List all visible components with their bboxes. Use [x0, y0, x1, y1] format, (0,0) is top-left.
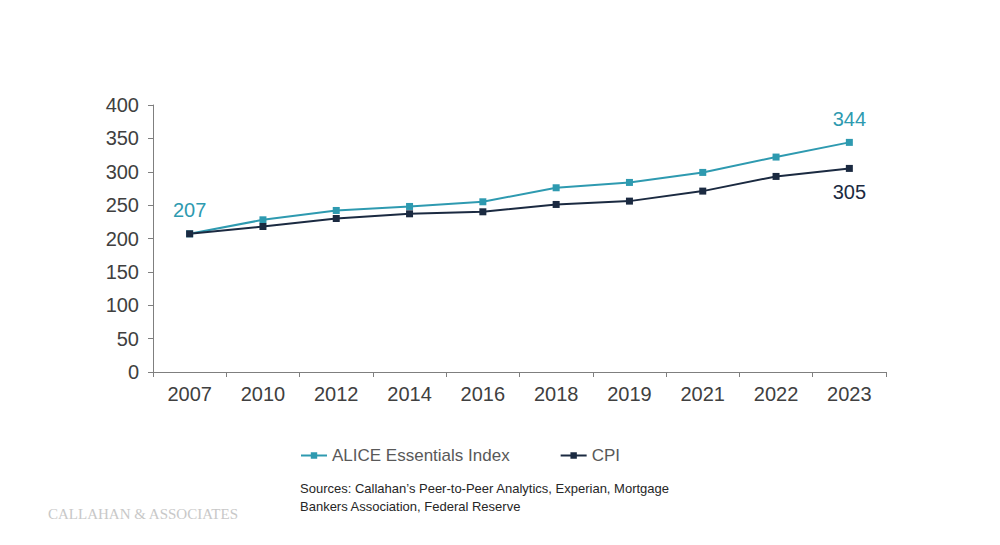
svg-text:2023: 2023 [827, 383, 872, 405]
svg-text:2018: 2018 [534, 383, 579, 405]
svg-text:200: 200 [106, 228, 139, 250]
svg-text:50: 50 [117, 328, 139, 350]
svg-text:2014: 2014 [387, 383, 432, 405]
svg-text:300: 300 [106, 161, 139, 183]
svg-text:2021: 2021 [681, 383, 726, 405]
svg-text:100: 100 [106, 294, 139, 316]
svg-text:207: 207 [173, 199, 206, 221]
svg-text:CALLAHAN & ASSOCIATES: CALLAHAN & ASSOCIATES [48, 506, 238, 522]
svg-text:CPI: CPI [592, 446, 620, 465]
svg-text:250: 250 [106, 194, 139, 216]
svg-text:2007: 2007 [167, 383, 212, 405]
svg-text:305: 305 [833, 181, 866, 203]
svg-text:Bankers Association, Federal R: Bankers Association, Federal Reserve [300, 499, 520, 514]
svg-text:ALICE Essentials Index: ALICE Essentials Index [332, 446, 510, 465]
svg-text:2016: 2016 [461, 383, 506, 405]
svg-text:150: 150 [106, 261, 139, 283]
svg-text:Sources: Callahan’s Peer-to-Pe: Sources: Callahan’s Peer-to-Peer Analyti… [300, 481, 669, 496]
svg-text:0: 0 [128, 361, 139, 383]
svg-text:350: 350 [106, 127, 139, 149]
svg-text:2019: 2019 [607, 383, 652, 405]
svg-text:400: 400 [106, 94, 139, 116]
svg-text:344: 344 [833, 108, 866, 130]
svg-text:2022: 2022 [754, 383, 799, 405]
svg-text:2010: 2010 [241, 383, 286, 405]
svg-text:2012: 2012 [314, 383, 359, 405]
